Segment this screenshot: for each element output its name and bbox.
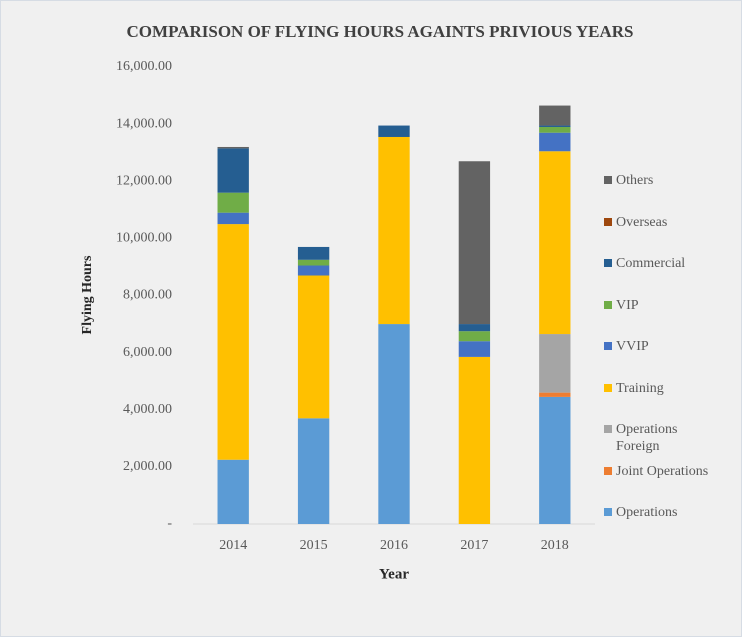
bar-segment — [217, 224, 249, 460]
legend-item: VIP — [604, 297, 740, 314]
y-tick-label: - — [167, 516, 172, 531]
bar-segment — [217, 459, 249, 524]
legend-label: VIP — [616, 297, 639, 313]
bar-segment — [539, 125, 571, 127]
x-tick-label: 2015 — [300, 538, 328, 553]
bar-segment — [378, 136, 410, 325]
legend-label: VVIP — [616, 339, 649, 354]
y-axis-title: Flying Hours — [80, 255, 95, 335]
legend-label: Overseas — [616, 214, 668, 230]
y-tick-label: 4,000.00 — [123, 402, 172, 417]
legend-swatch — [604, 217, 612, 226]
y-tick-label: 14,000.00 — [116, 116, 172, 131]
bar-segment — [539, 396, 571, 524]
bar-segment — [458, 324, 491, 332]
bar-segment — [297, 265, 330, 276]
bar-segment — [539, 126, 571, 133]
bar-segment — [217, 192, 249, 213]
legend-swatch — [604, 300, 612, 309]
legend-label: Others — [616, 173, 654, 188]
bar-segment — [539, 105, 571, 126]
bar-segment — [217, 212, 249, 225]
bar-segment — [297, 246, 330, 260]
legend-swatch — [604, 342, 612, 350]
bar-segment — [297, 418, 330, 524]
legend-swatch — [604, 176, 612, 184]
bar-segment — [297, 275, 330, 419]
legend-item: Others — [604, 172, 740, 189]
legend-label: Joint Operations — [616, 463, 709, 479]
x-tick-label: 2016 — [380, 538, 408, 553]
legend-item: Overseas — [604, 214, 740, 231]
bar-segment — [217, 146, 249, 149]
x-tick-label: 2018 — [541, 538, 569, 553]
bar-segment — [539, 334, 571, 393]
legend-item: VVIP — [604, 338, 740, 355]
x-tick-label: 2017 — [460, 538, 488, 553]
bar-segment — [539, 151, 571, 335]
y-tick-label: 16,000.00 — [116, 59, 172, 74]
bar-segment — [378, 125, 410, 137]
y-tick-label: 10,000.00 — [116, 231, 172, 246]
legend-label: Operations Foreign — [616, 422, 678, 454]
bar-segment — [297, 259, 330, 266]
y-tick-label: 2,000.00 — [123, 459, 172, 474]
x-axis-title: Year — [379, 566, 409, 582]
legend-swatch — [604, 466, 612, 475]
y-tick-label: 8,000.00 — [123, 288, 172, 303]
legend-swatch — [604, 508, 612, 516]
legend-label: Commercial — [616, 256, 686, 271]
y-tick-label: 6,000.00 — [123, 345, 172, 360]
legend-swatch — [604, 425, 612, 433]
legend-item: Joint Operations — [604, 463, 740, 480]
legend-item: Operations Foreign — [604, 421, 740, 455]
bar-segment — [539, 392, 571, 397]
legend-item: Commercial — [604, 255, 740, 272]
legend-swatch — [604, 259, 612, 267]
legend-label: Operations — [616, 505, 678, 520]
x-tick-label: 2014 — [219, 538, 247, 553]
bar-segment — [458, 341, 491, 357]
chart-title: COMPARISON OF FLYING HOURS AGAINTS PRIVI… — [126, 22, 634, 41]
bar-segment — [539, 132, 571, 152]
bar-segment — [458, 161, 491, 325]
bar-segment — [217, 148, 249, 193]
bar-segment — [458, 356, 491, 524]
legend-item: Operations — [604, 504, 740, 521]
bar-segment — [458, 331, 491, 342]
legend-item: Training — [604, 380, 740, 397]
y-tick-label: 12,000.00 — [116, 173, 172, 188]
bar-segment — [378, 324, 410, 524]
legend-swatch — [604, 383, 612, 392]
legend-label: Training — [616, 380, 664, 396]
